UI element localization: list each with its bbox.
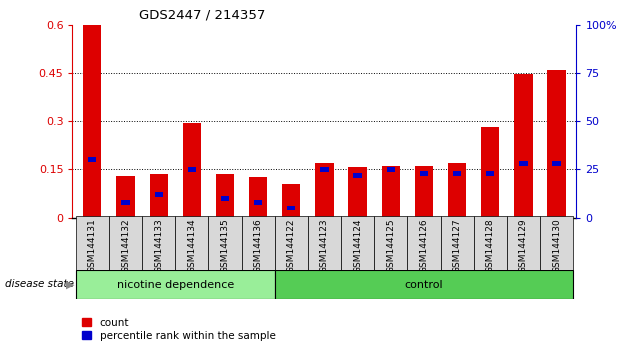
Text: GSM144122: GSM144122 [287, 218, 296, 273]
FancyBboxPatch shape [241, 216, 275, 271]
FancyBboxPatch shape [109, 216, 142, 271]
Bar [316, 163, 333, 218]
Bar [382, 166, 400, 218]
Bar [387, 167, 395, 172]
Bar [249, 177, 267, 218]
FancyBboxPatch shape [507, 216, 540, 271]
Bar [320, 167, 329, 172]
Text: GSM144123: GSM144123 [320, 218, 329, 273]
FancyBboxPatch shape [374, 216, 408, 271]
Text: GSM144133: GSM144133 [154, 218, 163, 273]
Bar [275, 270, 573, 299]
Bar [149, 174, 168, 218]
Bar [486, 171, 495, 176]
Bar [519, 161, 527, 166]
Text: disease state: disease state [5, 279, 74, 289]
Bar [221, 196, 229, 201]
FancyBboxPatch shape [76, 216, 109, 271]
Text: ▶: ▶ [66, 279, 74, 289]
Bar [453, 171, 461, 176]
Bar [216, 174, 234, 218]
Bar [481, 127, 500, 218]
Text: nicotine dependence: nicotine dependence [117, 280, 234, 290]
Bar [287, 206, 295, 211]
FancyBboxPatch shape [275, 216, 308, 271]
Bar [514, 74, 532, 218]
Bar [420, 171, 428, 176]
Text: GSM144132: GSM144132 [121, 218, 130, 273]
Text: GSM144134: GSM144134 [187, 218, 197, 273]
Bar [254, 200, 262, 205]
Text: GSM144124: GSM144124 [353, 218, 362, 273]
Text: GSM144127: GSM144127 [452, 218, 462, 273]
Text: GSM144136: GSM144136 [254, 218, 263, 273]
FancyBboxPatch shape [540, 216, 573, 271]
Bar [154, 192, 163, 197]
Bar [415, 166, 433, 218]
Text: GSM144125: GSM144125 [386, 218, 395, 273]
Bar [117, 176, 135, 218]
Bar [183, 123, 201, 218]
Bar [76, 270, 275, 299]
Text: GDS2447 / 214357: GDS2447 / 214357 [139, 9, 265, 22]
Text: GSM144131: GSM144131 [88, 218, 97, 273]
Text: GSM144130: GSM144130 [552, 218, 561, 273]
Bar [188, 167, 196, 172]
Bar [353, 173, 362, 178]
Bar [282, 184, 301, 218]
Text: GSM144135: GSM144135 [220, 218, 229, 273]
FancyBboxPatch shape [341, 216, 374, 271]
FancyBboxPatch shape [175, 216, 209, 271]
Bar [547, 70, 566, 218]
Bar [122, 200, 130, 205]
Bar [348, 167, 367, 218]
FancyBboxPatch shape [440, 216, 474, 271]
Text: control: control [404, 280, 444, 290]
FancyBboxPatch shape [209, 216, 241, 271]
FancyBboxPatch shape [308, 216, 341, 271]
Legend: count, percentile rank within the sample: count, percentile rank within the sample [77, 314, 280, 345]
Bar [553, 161, 561, 166]
Text: GSM144129: GSM144129 [519, 218, 528, 273]
Text: GSM144126: GSM144126 [420, 218, 428, 273]
Bar [83, 25, 101, 218]
Bar [88, 158, 96, 162]
FancyBboxPatch shape [474, 216, 507, 271]
FancyBboxPatch shape [142, 216, 175, 271]
Bar [448, 163, 466, 218]
Text: GSM144128: GSM144128 [486, 218, 495, 273]
FancyBboxPatch shape [408, 216, 440, 271]
